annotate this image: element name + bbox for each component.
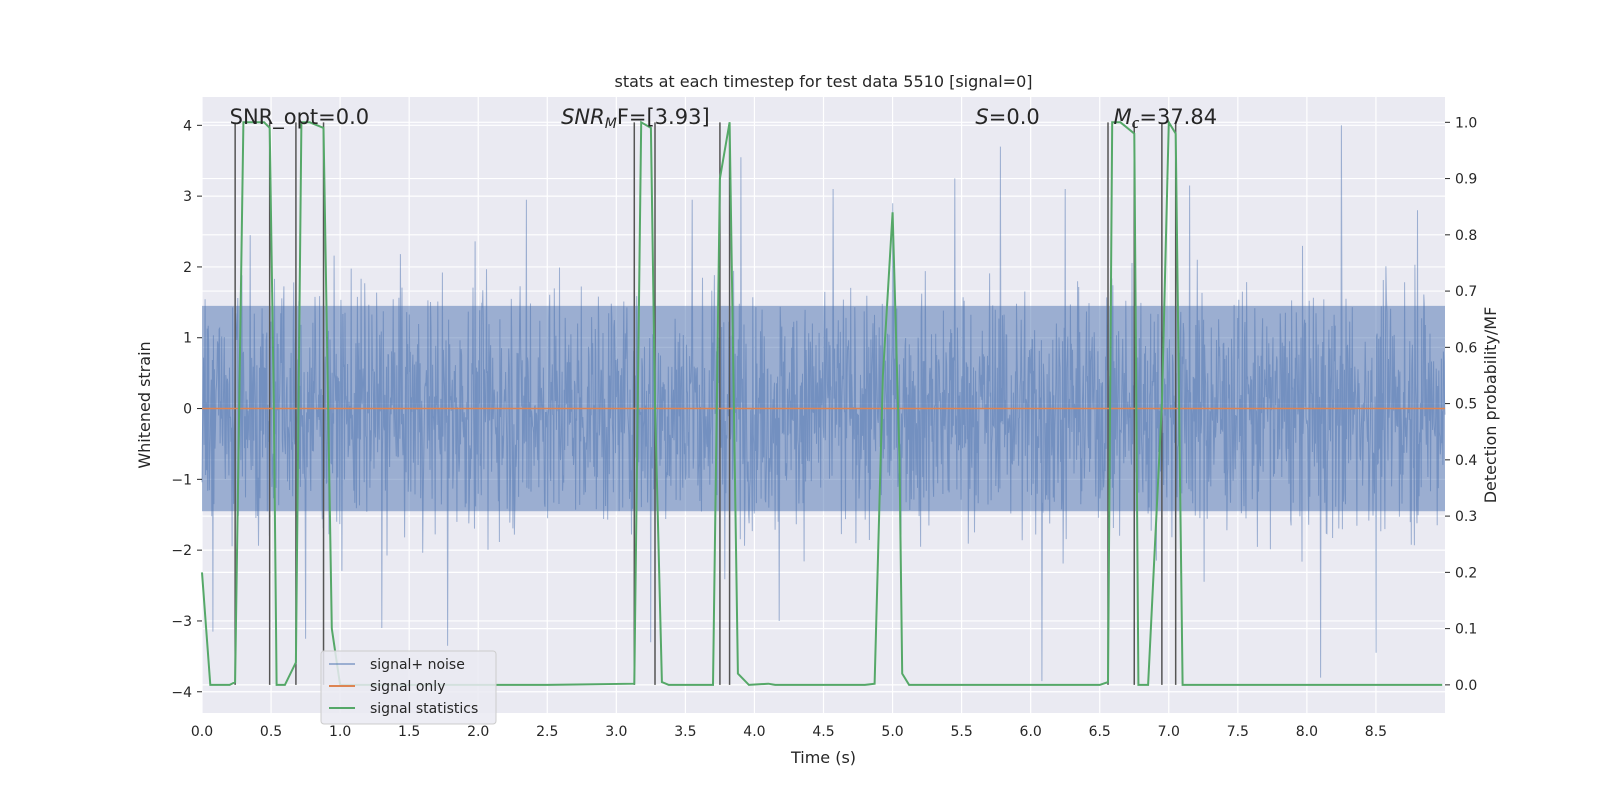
- x-tick-label: 5.5: [950, 724, 972, 740]
- mc-value: =37.84: [1139, 105, 1217, 129]
- snr-mf-subscript: M: [605, 116, 617, 132]
- y-axis-label: Whitened strain: [135, 341, 154, 468]
- x-tick-label: 3.5: [674, 724, 696, 740]
- x-tick-label: 7.5: [1227, 724, 1249, 740]
- s-value: =0.0: [989, 105, 1040, 129]
- x-tick-label: 7.0: [1158, 724, 1180, 740]
- y-tick-label: 4: [183, 118, 192, 134]
- snr-mf-symbol: SNR: [561, 105, 605, 129]
- x-tick-label: 1.5: [398, 724, 420, 740]
- y-tick-label: 3: [183, 189, 192, 205]
- x-axis-label: Time (s): [790, 748, 856, 767]
- legend-label-signal-noise: signal+ noise: [370, 657, 465, 673]
- x-axis-ticks: 0.0 0.5 1.0 1.5 2.0 2.5 3.0 3.5 4.0 4.5 5.0 5.5 6.0 6…: [191, 724, 1387, 740]
- chart-title: stats at each timestep for test data 551…: [614, 72, 1032, 91]
- x-tick-label: 2.5: [536, 724, 558, 740]
- x-tick-label: 8.5: [1365, 724, 1387, 740]
- y2-tick-label: 0.1: [1455, 622, 1477, 638]
- snr-mf-annotation: SNRMF=[3.93]: [561, 105, 710, 132]
- x-tick-label: 0.0: [191, 724, 213, 740]
- x-tick-label: 1.0: [329, 724, 351, 740]
- s-annotation: S=0.0: [975, 105, 1039, 129]
- snr-mf-value: F=[3.93]: [617, 105, 710, 129]
- x-tick-label: 6.0: [1020, 724, 1042, 740]
- chirp-mass-annotation: Mc=37.84: [1114, 105, 1218, 132]
- y2-tick-label: 0.3: [1455, 509, 1477, 525]
- y2-tick-label: 0.6: [1455, 340, 1477, 356]
- x-tick-label: 5.0: [881, 724, 903, 740]
- y2-axis-label: Detection probability/MF: [1481, 307, 1500, 504]
- signal-statistics-series: [201, 118, 1443, 686]
- y2-axis-ticks: 0.0 0.1 0.2 0.3 0.4 0.5 0.6 0.7 0.8 0.9 1.0: [1445, 115, 1477, 694]
- legend-label-signal-only: signal only: [370, 679, 445, 695]
- x-tick-label: 2.0: [467, 724, 489, 740]
- x-tick-label: 4.5: [812, 724, 834, 740]
- y-tick-label: −2: [171, 543, 192, 559]
- noise-line: [201, 125, 1446, 682]
- y2-tick-label: 0.4: [1455, 453, 1477, 469]
- y2-tick-label: 1.0: [1455, 115, 1477, 131]
- snr-opt-annotation: SNR_opt=0.0: [230, 105, 370, 130]
- y-tick-label: 0: [183, 402, 192, 418]
- y2-tick-label: 0.2: [1455, 565, 1477, 581]
- x-tick-label: 0.5: [260, 724, 282, 740]
- y-tick-label: 2: [183, 260, 192, 276]
- legend-box: [320, 650, 497, 725]
- x-tick-label: 8.0: [1296, 724, 1318, 740]
- y2-tick-label: 0.9: [1455, 172, 1477, 188]
- y-tick-label: 1: [183, 331, 192, 347]
- mc-symbol: M: [1114, 105, 1132, 129]
- y2-tick-label: 0.0: [1455, 678, 1477, 694]
- x-tick-label: 4.0: [743, 724, 765, 740]
- mc-subscript: c: [1132, 116, 1140, 132]
- x-tick-label: 3.0: [605, 724, 627, 740]
- y-axis-ticks: −4 −3 −2 −1 0 1 2 3 4: [171, 118, 202, 701]
- signal-statistics-line: [201, 118, 1443, 686]
- s-symbol: S: [975, 105, 988, 129]
- x-tick-label: 6.5: [1089, 724, 1111, 740]
- y-tick-label: −4: [171, 685, 192, 701]
- legend-label-signal-statistics: signal statistics: [370, 701, 478, 717]
- y-tick-label: −1: [171, 472, 192, 488]
- legend: signal+ noise signal only signal statist…: [320, 650, 497, 725]
- y-tick-label: −3: [171, 614, 192, 630]
- y2-tick-label: 0.7: [1455, 284, 1477, 300]
- y2-tick-label: 0.5: [1455, 397, 1477, 413]
- y2-tick-label: 0.8: [1455, 228, 1477, 244]
